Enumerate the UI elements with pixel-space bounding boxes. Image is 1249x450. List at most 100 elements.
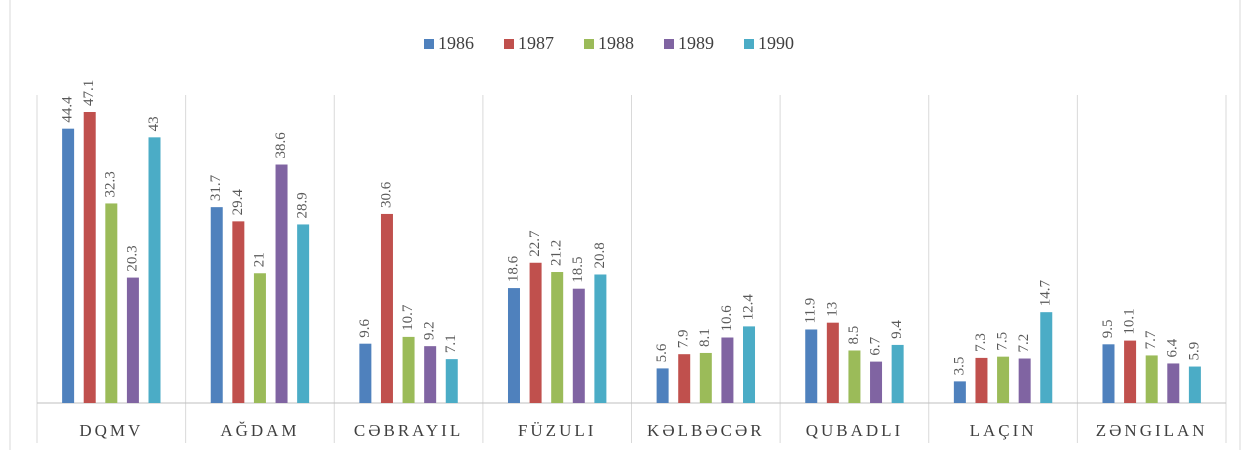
data-label: 22.7 xyxy=(527,230,543,257)
legend-label: 1989 xyxy=(678,33,714,53)
data-label: 3.5 xyxy=(951,357,967,376)
data-label: 7.5 xyxy=(995,332,1011,351)
bar xyxy=(148,137,161,403)
legend-swatch xyxy=(584,39,594,49)
data-label: 20.8 xyxy=(592,242,608,268)
x-tick-label: KƏLBƏCƏR xyxy=(647,421,765,440)
bar xyxy=(424,346,437,403)
data-label: 10.7 xyxy=(400,304,416,331)
bar xyxy=(743,326,756,403)
data-label: 10.1 xyxy=(1122,308,1138,334)
bar xyxy=(975,357,988,403)
bar xyxy=(805,329,818,403)
data-label: 6.7 xyxy=(867,336,883,355)
data-label: 43 xyxy=(146,116,162,131)
legend-swatch xyxy=(744,39,754,49)
data-label: 30.6 xyxy=(378,181,394,208)
bar xyxy=(402,336,415,403)
bar xyxy=(1145,355,1158,403)
bar xyxy=(997,356,1010,403)
bar xyxy=(380,213,393,403)
bar xyxy=(83,112,96,403)
data-label: 11.9 xyxy=(803,298,819,324)
bar xyxy=(870,361,883,403)
bar xyxy=(62,128,75,404)
bar xyxy=(210,207,223,403)
data-label: 8.1 xyxy=(697,328,713,347)
bar xyxy=(529,262,542,403)
legend-label: 1990 xyxy=(758,33,794,53)
bar xyxy=(445,359,458,403)
bar xyxy=(1124,340,1137,403)
bar xyxy=(1167,363,1180,403)
bar xyxy=(275,164,288,403)
data-label: 18.6 xyxy=(505,255,521,282)
data-label: 21 xyxy=(251,252,267,267)
bar xyxy=(551,272,564,403)
bar xyxy=(1018,358,1031,403)
x-tick-label: CƏBRAYIL xyxy=(354,421,463,440)
data-label: 7.2 xyxy=(1016,334,1032,353)
data-label: 20.3 xyxy=(124,245,140,271)
legend-swatch xyxy=(504,39,514,49)
bar xyxy=(678,354,691,403)
data-label: 7.7 xyxy=(1143,330,1159,349)
data-label: 47.1 xyxy=(81,80,97,106)
data-label: 38.6 xyxy=(273,132,289,159)
x-tick-label: DQMV xyxy=(79,421,143,440)
bar xyxy=(826,322,839,403)
data-label: 9.6 xyxy=(357,318,373,337)
data-label: 29.4 xyxy=(230,189,246,216)
x-tick-label: AĞDAM xyxy=(220,421,299,440)
bar xyxy=(594,274,607,403)
data-label: 13 xyxy=(824,302,840,317)
data-label: 8.5 xyxy=(846,326,862,345)
data-label: 14.7 xyxy=(1038,279,1054,306)
bar xyxy=(953,381,966,403)
legend-swatch xyxy=(424,39,434,49)
data-label: 7.9 xyxy=(676,329,692,348)
bar xyxy=(699,352,712,403)
data-label: 32.3 xyxy=(103,171,119,197)
data-label: 28.9 xyxy=(295,192,311,218)
data-label: 21.2 xyxy=(549,240,565,266)
x-tick-label: FÜZULI xyxy=(518,421,596,440)
bar xyxy=(126,277,139,403)
data-label: 44.4 xyxy=(60,96,76,123)
bar xyxy=(253,273,266,403)
legend-label: 1988 xyxy=(598,33,634,53)
data-label: 10.6 xyxy=(719,305,735,332)
bar xyxy=(572,288,585,403)
bar xyxy=(297,224,310,403)
data-label: 6.4 xyxy=(1165,338,1181,357)
bar xyxy=(359,343,372,403)
data-label: 7.3 xyxy=(973,333,989,352)
legend-swatch xyxy=(664,39,674,49)
bar xyxy=(1102,344,1115,403)
data-label: 9.5 xyxy=(1100,320,1116,339)
bar xyxy=(656,368,669,403)
data-label: 5.9 xyxy=(1186,342,1202,361)
legend-label: 1987 xyxy=(518,33,554,53)
legend-label: 1986 xyxy=(438,33,474,53)
data-label: 5.6 xyxy=(654,343,670,362)
data-label: 9.2 xyxy=(422,321,438,340)
x-tick-label: LAÇIN xyxy=(970,421,1037,440)
data-label: 7.1 xyxy=(443,334,459,353)
bar xyxy=(507,288,520,403)
bar xyxy=(232,221,245,403)
data-label: 9.4 xyxy=(889,320,905,339)
bar xyxy=(105,203,118,403)
chart-border xyxy=(9,0,1241,450)
data-label: 18.5 xyxy=(570,256,586,282)
data-label: 31.7 xyxy=(208,174,224,201)
bar xyxy=(1040,312,1053,403)
bar xyxy=(848,350,861,403)
x-tick-label: ZƏNGILAN xyxy=(1096,421,1208,440)
x-tick-label: QUBADLI xyxy=(806,421,904,440)
data-label: 12.4 xyxy=(740,294,756,321)
bar xyxy=(1188,366,1201,403)
bar xyxy=(891,344,904,403)
bar xyxy=(721,337,734,403)
